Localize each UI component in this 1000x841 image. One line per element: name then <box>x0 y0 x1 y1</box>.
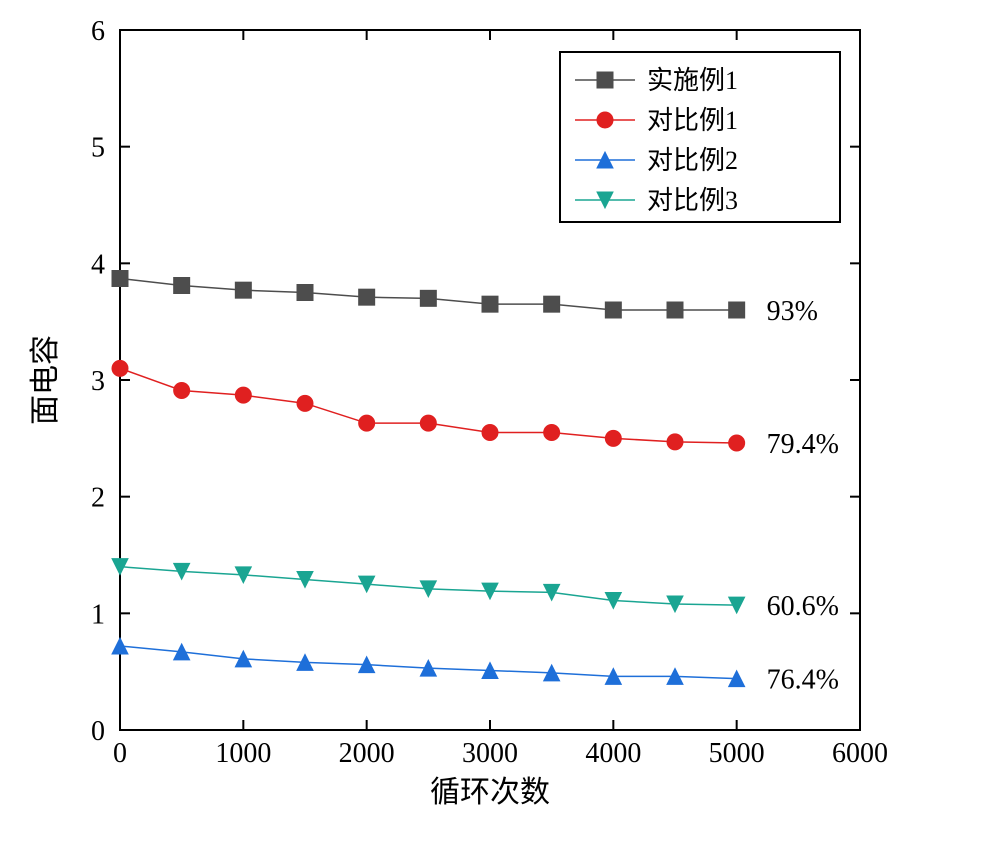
legend-label: 对比例1 <box>647 106 738 135</box>
x-tick-label: 2000 <box>339 738 395 769</box>
y-tick-label: 2 <box>91 483 105 514</box>
series-annot: 76.4% <box>767 665 839 696</box>
y-tick-label: 6 <box>91 16 105 47</box>
x-tick-label: 6000 <box>832 738 888 769</box>
series-s3: 76.4% <box>112 638 839 696</box>
y-axis-label: 面电容 <box>29 335 62 425</box>
legend: 实施例1 对比例1 对比例2 对比例3 <box>560 52 840 222</box>
x-tick-label: 5000 <box>709 738 765 769</box>
series-annot: 60.6% <box>767 591 839 622</box>
legend-label: 实施例1 <box>647 66 738 95</box>
series-annot: 93% <box>767 296 818 327</box>
legend-label: 对比例2 <box>647 146 738 175</box>
x-axis-label: 循环次数 <box>430 776 550 809</box>
x-tick-label: 1000 <box>215 738 271 769</box>
legend-label: 对比例3 <box>647 186 738 215</box>
line-chart: 0 1000 2000 3000 4000 5000 6000 0 1 2 3 4 5 6 循环次数 面电容 9… <box>0 0 1000 841</box>
x-tick-label: 4000 <box>585 738 641 769</box>
y-tick-label: 1 <box>91 599 105 630</box>
x-tick-label: 0 <box>113 738 127 769</box>
y-tick-label: 5 <box>91 133 105 164</box>
series-s1: 93% <box>112 271 818 328</box>
y-tick-label: 3 <box>91 366 105 397</box>
y-tick-label: 0 <box>91 716 105 747</box>
y-tick-label: 4 <box>91 249 105 280</box>
series-s4: 60.6% <box>112 559 839 623</box>
x-tick-label: 3000 <box>462 738 518 769</box>
series-s2: 79.4% <box>112 360 839 460</box>
series-annot: 79.4% <box>767 429 839 460</box>
